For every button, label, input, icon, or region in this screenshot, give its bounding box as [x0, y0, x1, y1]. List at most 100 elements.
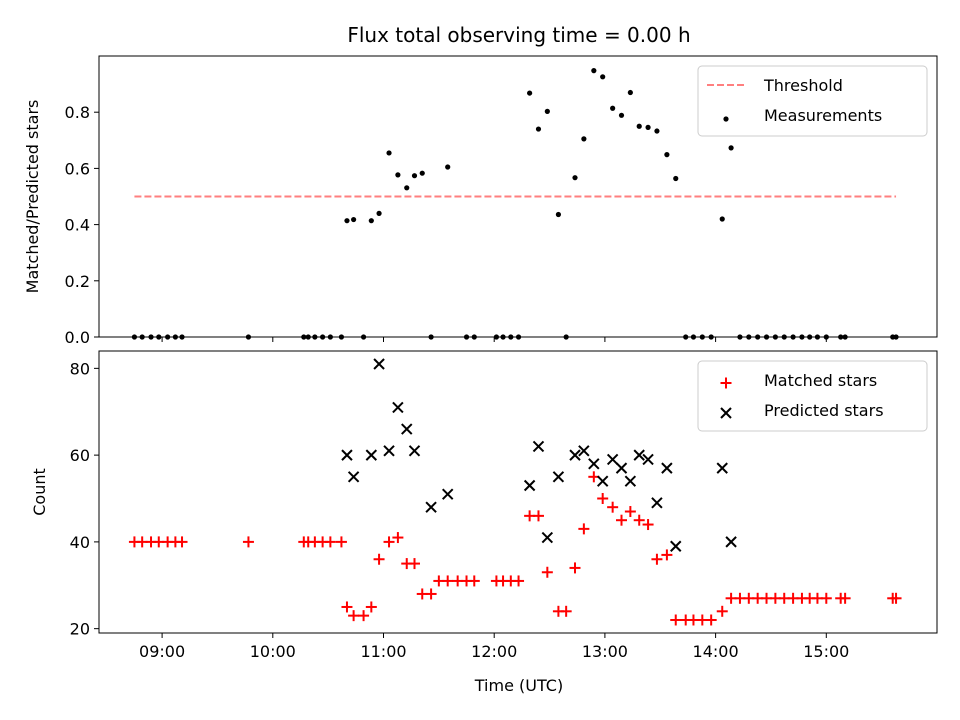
measurement-point: [445, 164, 451, 170]
predicted-star-point-b: [596, 475, 609, 487]
matched-star-point: [341, 601, 353, 613]
measurement-point: [610, 105, 616, 111]
measurement-point: [376, 210, 382, 216]
measurement-point: [627, 89, 633, 96]
matched-star-point: [705, 614, 717, 626]
measurement-point: [772, 334, 778, 340]
bottom-legend-box: [697, 360, 928, 432]
measurement-point: [690, 334, 697, 340]
top-marks: [131, 68, 899, 340]
predicted-star-point-b: [441, 488, 454, 500]
top-y-tick-label: 0.4: [65, 216, 90, 235]
measurement-point: [699, 334, 705, 340]
measurement-point: [351, 216, 357, 223]
predicted-star-point-b: [661, 462, 673, 474]
legend-label: Threshold: [763, 76, 843, 95]
matched-star-point: [624, 506, 636, 518]
predicted-star-point: [596, 475, 609, 487]
measurement-point: [737, 334, 743, 340]
measurement-point: [581, 136, 587, 142]
measurement-point: [527, 90, 533, 96]
measurement-point: [386, 150, 392, 156]
measurement-point: [165, 334, 171, 340]
measurement-point: [842, 334, 848, 340]
x-tick-label: 15:00: [803, 642, 849, 661]
predicted-star-point-b: [606, 453, 619, 466]
measurement-point: [411, 173, 418, 179]
x-tick-label: 11:00: [360, 642, 406, 661]
matched-star-point: [532, 510, 544, 522]
measurement-point: [327, 334, 333, 340]
predicted-star-point: [347, 471, 360, 483]
matched-star-point: [468, 575, 480, 587]
legend-label: Predicted stars: [764, 401, 884, 420]
bottom-y-tick-label: 20: [70, 620, 90, 639]
measurement-point: [395, 172, 401, 178]
measurement-point: [893, 334, 899, 340]
measurement-point: [368, 218, 374, 224]
predicted-star-point: [408, 445, 421, 457]
measurement-point: [148, 334, 154, 340]
predicted-star-point: [651, 497, 663, 509]
predicted-star-point: [383, 445, 395, 457]
measurement-point: [471, 334, 477, 340]
predicted-star-point-b: [651, 497, 663, 509]
measurement-point: [814, 334, 821, 340]
measurement-point: [131, 334, 138, 340]
measurement-point: [338, 334, 345, 340]
measurement-point: [320, 334, 326, 340]
bottom-y-tick-label: 80: [70, 359, 90, 378]
measurement-point: [301, 334, 307, 340]
measurement-point: [838, 334, 844, 340]
top-panel: 0.0 0.2 0.4 0.6 0.8 Matched/Predicted stars Th…: [23, 55, 938, 347]
predicted-star-point: [425, 501, 437, 513]
matched-star-point: [176, 536, 188, 548]
measurement-point: [544, 108, 550, 114]
measurement-point: [763, 334, 770, 340]
predicted-star-point-b: [425, 501, 437, 513]
matched-star-point: [442, 575, 454, 587]
measurement-point: [719, 216, 725, 222]
predicted-star-point: [523, 479, 536, 492]
measurement-point: [673, 175, 679, 182]
measurement-point: [790, 334, 796, 340]
predicted-star-point-b: [523, 479, 536, 492]
measurement-point: [572, 175, 578, 181]
matched-star-point: [358, 610, 370, 622]
matched-star-point: [820, 592, 832, 604]
predicted-star-point-b: [725, 536, 737, 548]
matched-star-point: [890, 592, 902, 604]
matched-star-point: [616, 514, 628, 526]
matched-star-point: [839, 592, 851, 604]
predicted-star-point-b: [624, 475, 637, 487]
predicted-star-point-b: [633, 449, 645, 461]
measurement-point: [419, 170, 425, 176]
predicted-star-point: [716, 462, 728, 474]
matched-star-point: [569, 562, 581, 574]
predicted-star-point: [373, 358, 385, 370]
measurement-point: [823, 334, 829, 340]
top-legend-box: [697, 65, 928, 137]
predicted-star-point: [670, 540, 682, 552]
predicted-star-point: [401, 423, 413, 435]
matched-star-point: [560, 605, 572, 617]
matched-star-point: [392, 532, 404, 544]
bottom-y-tick-label: 60: [70, 446, 90, 465]
matched-star-point: [324, 536, 336, 548]
measurement-point: [591, 68, 597, 74]
measurement-point: [312, 334, 318, 340]
predicted-star-point-b: [588, 458, 600, 470]
bottom-panel: 20 40 60 80 09:00 10:00 11:00 12:00 13:00 14:00 15…: [30, 350, 938, 661]
predicted-star-point-b: [401, 423, 413, 435]
measurement-point: [500, 334, 506, 340]
measurement-point: [428, 334, 434, 340]
measurement-point: [664, 152, 670, 158]
predicted-star-point: [392, 401, 404, 414]
predicted-star-point: [541, 531, 554, 544]
matched-star-point: [408, 558, 420, 570]
x-axis-label: Time (UTC): [474, 676, 563, 695]
measurement-point: [139, 334, 145, 340]
measurement-point: [755, 334, 761, 340]
predicted-star-point-b: [383, 445, 395, 457]
